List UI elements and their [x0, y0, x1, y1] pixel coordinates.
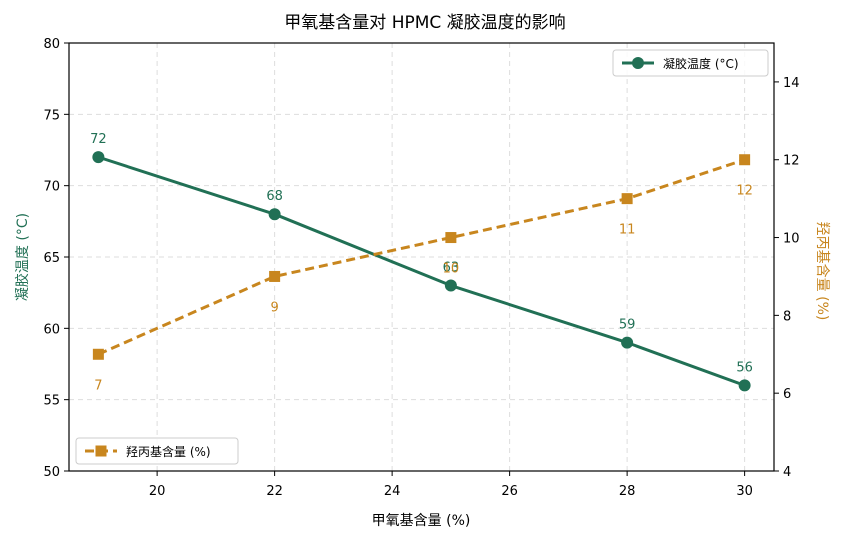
x-axis-label: 甲氧基含量 (%): [372, 512, 471, 529]
series-0-data-label: 63: [443, 261, 460, 276]
y-left-tick-label: 65: [43, 251, 60, 266]
x-tick-label: 26: [501, 484, 518, 499]
y-right-tick-label: 6: [783, 387, 791, 402]
series-1-data-label: 11: [619, 223, 636, 238]
series-1-data-label: 7: [94, 378, 102, 393]
series-layer: 72 68 63 59 56 7 9 10 11 12: [90, 132, 753, 393]
legends: 凝胶温度 (°C) 羟丙基含量 (%): [75, 49, 769, 465]
y-left-tick-label: 80: [43, 37, 60, 52]
series-0-data-label: 56: [736, 360, 753, 375]
legend-box: [612, 49, 769, 77]
x-tick-label: 30: [736, 484, 753, 499]
y-right-tick-label: 8: [783, 309, 791, 324]
series-0-point: [444, 279, 457, 292]
series-0-data-label: 68: [266, 189, 283, 204]
y-left-tick-label: 55: [43, 394, 60, 409]
series-1-point: [739, 154, 751, 166]
legend-0: 凝胶温度 (°C): [612, 49, 769, 77]
y-right-tick-label: 10: [783, 232, 800, 247]
legend-marker: [95, 445, 107, 457]
legend-label: 羟丙基含量 (%): [126, 444, 211, 459]
series-1-point: [269, 270, 281, 282]
legend-1: 羟丙基含量 (%): [75, 437, 239, 465]
series-0-data-label: 72: [90, 132, 107, 147]
series-1-data-label: 9: [270, 300, 278, 315]
series-line-1: [97, 158, 746, 356]
y-left-axis-label: 凝胶温度 (°C): [14, 213, 31, 301]
x-tick-label: 22: [266, 484, 283, 499]
series-1-data-label: 12: [736, 184, 753, 199]
y-left-tick-label: 75: [43, 108, 60, 123]
y-right-tick-label: 14: [783, 76, 800, 91]
grid: [69, 42, 774, 472]
y-left-tick-label: 60: [43, 322, 60, 337]
y-left-tick-label: 50: [43, 465, 60, 480]
series-0-data-label: 59: [619, 318, 636, 333]
series-1-point: [445, 232, 457, 244]
series-1-data-label: 10: [443, 262, 460, 277]
series-1-point: [92, 348, 104, 360]
y-right-tick-label: 4: [783, 465, 791, 480]
y-left-tick-label: 70: [43, 180, 60, 195]
chart-title: 甲氧基含量对 HPMC 凝胶温度的影响: [284, 13, 565, 33]
series-0-point: [268, 208, 281, 221]
x-tick-label: 24: [384, 484, 401, 499]
y-right-tick-label: 12: [783, 154, 800, 169]
series-0-point: [621, 336, 634, 349]
series-0-point: [92, 151, 105, 164]
legend-box: [75, 437, 239, 465]
series-0-point: [738, 379, 751, 392]
x-tick-label: 20: [149, 484, 166, 499]
legend-marker: [632, 57, 644, 69]
y-right-axis-label: 羟丙基含量 (%): [814, 222, 831, 321]
series-1-point: [621, 193, 633, 205]
x-tick-label: 28: [619, 484, 636, 499]
legend-label: 凝胶温度 (°C): [663, 56, 739, 71]
